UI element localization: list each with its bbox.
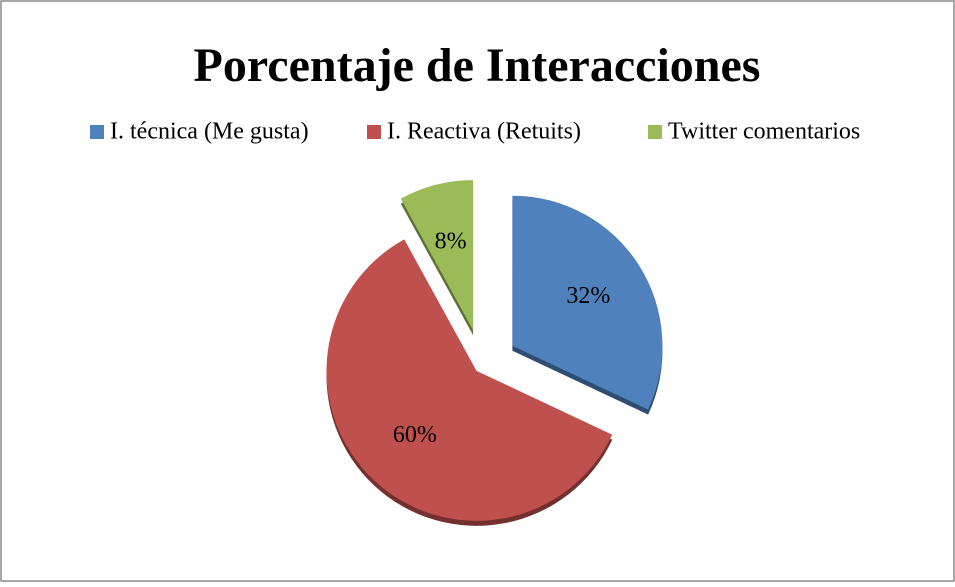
chart-title: Porcentaje de Interacciones	[194, 39, 761, 92]
legend-swatch	[648, 125, 662, 139]
data-label: 32%	[566, 283, 610, 309]
legend-swatch	[367, 125, 381, 139]
slice	[326, 239, 613, 521]
legend-label: I. Reactiva (Retuits)	[387, 119, 581, 145]
data-label: 8%	[435, 228, 467, 254]
slice	[512, 195, 663, 410]
legend-label: I. técnica (Me gusta)	[110, 119, 309, 145]
legend-label: Twitter comentarios	[668, 119, 860, 145]
legend-swatch	[90, 125, 104, 139]
slice	[400, 180, 474, 331]
data-label: 60%	[393, 422, 437, 448]
